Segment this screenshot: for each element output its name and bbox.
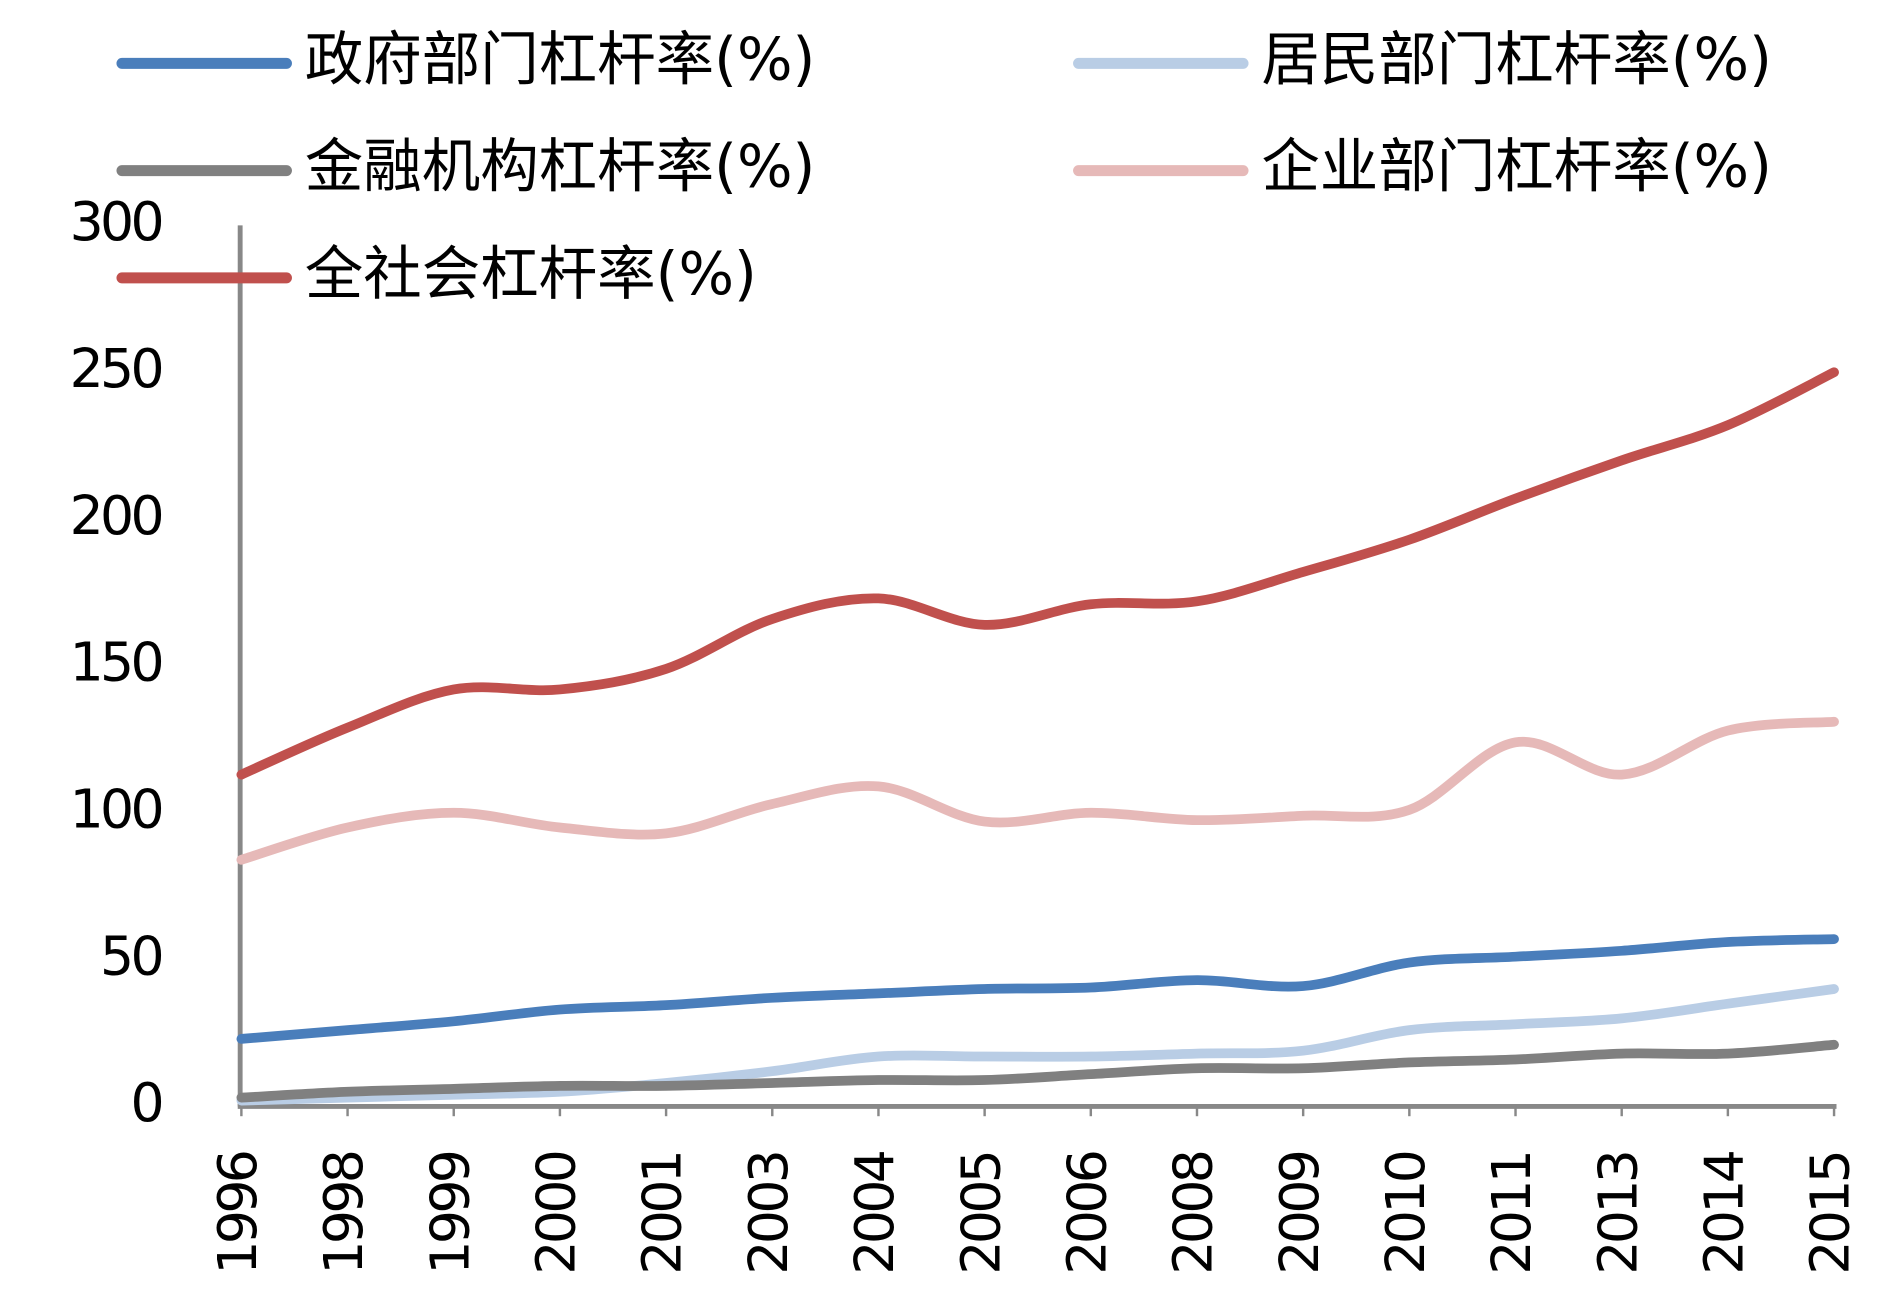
series-line — [236, 934, 1839, 1044]
x-tick-label: 2013 — [1586, 1153, 1649, 1275]
y-tick-label: 100 — [70, 777, 162, 840]
series-line — [236, 716, 1839, 865]
x-tick-label: 2004 — [843, 1151, 906, 1274]
x-tick-label: 2003 — [737, 1153, 800, 1275]
y-tick-label: 50 — [100, 924, 161, 987]
legend-label: 政府部门杠杆率(%) — [305, 25, 816, 93]
legend-label: 企业部门杠杆率(%) — [1261, 133, 1772, 201]
x-tick-label: 1996 — [206, 1152, 269, 1274]
series-line — [236, 984, 1839, 1106]
x-tick-label: 2006 — [1055, 1152, 1118, 1274]
x-tick-label: 2005 — [949, 1153, 1012, 1275]
x-tick-label: 2015 — [1799, 1153, 1862, 1275]
legend-label: 金融机构杠杆率(%) — [305, 133, 816, 201]
x-tick-label: 2011 — [1480, 1153, 1543, 1275]
x-tick-label: 2008 — [1162, 1152, 1225, 1274]
y-tick-label: 0 — [131, 1071, 162, 1134]
y-tick-label: 300 — [70, 190, 162, 253]
legend-label: 居民部门杠杆率(%) — [1261, 25, 1772, 93]
x-tick-label: 1999 — [418, 1152, 481, 1274]
x-tick-label: 2001 — [631, 1153, 694, 1275]
series-line — [236, 367, 1839, 780]
legend-label: 全社会杠杆率(%) — [305, 240, 757, 308]
x-tick-label: 2010 — [1374, 1152, 1437, 1274]
y-tick-label: 150 — [70, 631, 162, 694]
series-line — [236, 1039, 1839, 1103]
y-tick-label: 250 — [70, 337, 162, 400]
x-tick-label: 2009 — [1268, 1152, 1331, 1274]
x-tick-label: 2014 — [1693, 1151, 1756, 1274]
x-tick-label: 1998 — [312, 1152, 375, 1274]
y-tick-label: 200 — [70, 484, 162, 547]
x-tick-label: 2000 — [525, 1152, 588, 1274]
